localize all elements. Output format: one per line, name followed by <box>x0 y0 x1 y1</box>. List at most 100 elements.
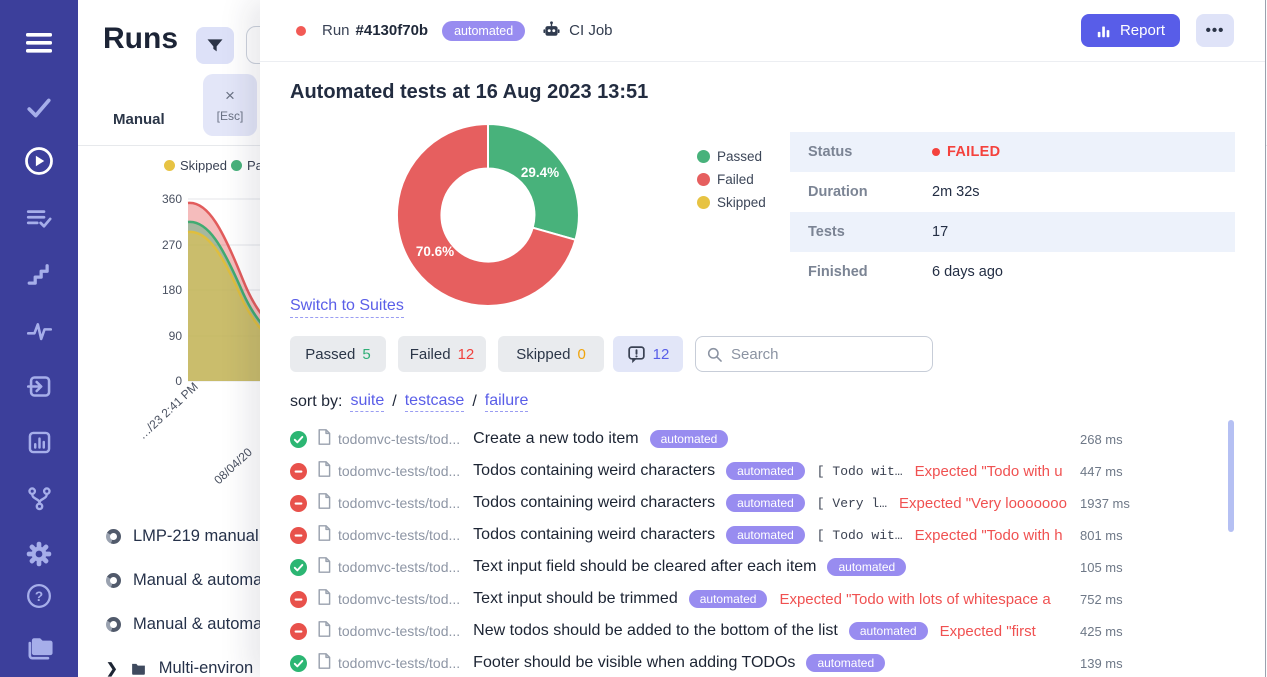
search-icon <box>707 347 722 362</box>
test-error[interactable]: Expected "Todo with h <box>914 526 1063 544</box>
test-title[interactable]: Todos containing weird characters <box>473 462 716 479</box>
filter-comments-button[interactable]: 12 <box>613 336 683 372</box>
test-duration: 752 ms <box>1080 591 1123 607</box>
search-box[interactable] <box>695 336 933 372</box>
passed-count: 5 <box>362 345 371 363</box>
page-title: Runs <box>103 22 178 55</box>
stat-row-status: Status FAILED <box>790 132 1235 172</box>
sort-by-testcase[interactable]: testcase <box>404 392 465 412</box>
comment-icon <box>627 345 645 363</box>
test-path: todomvc-tests/tod... <box>338 495 461 511</box>
test-path: todomvc-tests/tod... <box>338 655 461 671</box>
test-path: todomvc-tests/tod... <box>338 591 461 607</box>
filter-skipped-button[interactable]: Skipped 0 <box>498 336 604 372</box>
skipped-dot <box>164 160 175 171</box>
test-row[interactable]: todomvc-tests/tod... Text input field sh… <box>290 551 1138 583</box>
run-list-item[interactable]: LMP-219 manual te <box>106 523 277 549</box>
check-icon[interactable] <box>24 93 54 123</box>
close-icon[interactable]: × <box>225 86 235 105</box>
help-circle-icon[interactable]: ? <box>24 581 54 611</box>
folder-list-item[interactable]: ❯ Multi-environ <box>106 655 253 677</box>
close-drawer-button[interactable]: × [Esc] <box>203 74 257 136</box>
test-row[interactable]: todomvc-tests/tod... Text input should b… <box>290 583 1138 615</box>
list-check-icon[interactable] <box>24 204 54 234</box>
run-list-item[interactable]: Manual & automa <box>106 567 262 593</box>
test-title[interactable]: Create a new todo item <box>473 430 639 447</box>
file-icon <box>316 556 332 579</box>
test-row[interactable]: todomvc-tests/tod... New todos should be… <box>290 615 1138 647</box>
test-duration: 139 ms <box>1080 655 1123 671</box>
filter-button[interactable] <box>196 27 234 64</box>
test-error[interactable]: Expected "Todo with u <box>914 462 1063 480</box>
test-title[interactable]: New todos should be added to the bottom … <box>473 622 838 639</box>
steps-icon[interactable] <box>24 260 54 290</box>
switch-to-suites-link[interactable]: Switch to Suites <box>290 297 404 318</box>
test-row[interactable]: todomvc-tests/tod... Footer should be vi… <box>290 647 1138 677</box>
robot-icon <box>543 21 560 36</box>
ci-job-label: CI Job <box>569 22 613 39</box>
file-icon <box>316 652 332 675</box>
search-input[interactable] <box>731 345 922 363</box>
svg-text:90: 90 <box>169 329 183 343</box>
test-title[interactable]: Text input should be trimmed <box>473 590 678 607</box>
test-title[interactable]: Todos containing weird characters <box>473 494 716 511</box>
run-list-item[interactable]: Manual & automa <box>106 611 262 637</box>
test-path: todomvc-tests/tod... <box>338 463 461 479</box>
test-title[interactable]: Text input field should be cleared after… <box>473 558 817 575</box>
file-icon <box>316 620 332 643</box>
tab-manual[interactable]: Manual <box>113 111 165 128</box>
sidebar: ? <box>0 0 78 677</box>
test-row[interactable]: todomvc-tests/tod... Todos containing we… <box>290 455 1138 487</box>
run-label: Run <box>322 22 350 39</box>
bar-chart-icon[interactable] <box>24 427 54 457</box>
test-title[interactable]: Footer should be visible when adding TOD… <box>473 654 796 671</box>
report-button[interactable]: Report <box>1080 14 1180 47</box>
run-details-title: Automated tests at 16 Aug 2023 13:51 <box>290 81 649 103</box>
run-details-drawer: Run #4130f70b automated CI Job Report ••… <box>260 0 1265 677</box>
sort-by-suite[interactable]: suite <box>350 392 385 412</box>
test-duration: 105 ms <box>1080 559 1123 575</box>
automated-badge: automated <box>649 430 729 448</box>
failed-status-icon <box>290 462 307 480</box>
folder-icon[interactable] <box>24 633 54 663</box>
passed-dot <box>697 150 710 163</box>
stat-row-tests: Tests 17 <box>790 212 1235 252</box>
test-title[interactable]: Todos containing weird characters <box>473 526 716 543</box>
test-error[interactable]: Expected "Very looooooo <box>899 494 1067 512</box>
failed-dot <box>932 148 940 156</box>
svg-text:?: ? <box>35 589 43 604</box>
automated-badge: automated <box>688 590 768 608</box>
test-row[interactable]: todomvc-tests/tod... Todos containing we… <box>290 487 1138 519</box>
settings-gear-icon[interactable] <box>24 539 54 569</box>
test-note: [ Todo wit… <box>816 463 903 479</box>
run-header: Run #4130f70b automated CI Job Report ••… <box>260 0 1265 62</box>
play-circle-icon[interactable] <box>24 146 54 176</box>
report-chart-icon <box>1097 26 1110 37</box>
activity-icon[interactable] <box>24 315 54 345</box>
git-branch-icon[interactable] <box>24 483 54 513</box>
stat-row-duration: Duration 2m 32s <box>808 184 980 200</box>
file-icon <box>316 492 332 515</box>
sign-in-icon[interactable] <box>24 371 54 401</box>
test-row[interactable]: todomvc-tests/tod... Create a new todo i… <box>290 423 1138 455</box>
svg-text:270: 270 <box>162 238 182 252</box>
menu-icon[interactable] <box>24 28 54 58</box>
file-icon <box>316 524 332 547</box>
legend-passed: Passed <box>717 149 763 164</box>
scrollbar-thumb[interactable] <box>1228 420 1234 532</box>
chevron-right-icon[interactable]: ❯ <box>106 659 118 676</box>
filter-failed-button[interactable]: Failed 12 <box>398 336 486 372</box>
test-row[interactable]: todomvc-tests/tod... Todos containing we… <box>290 519 1138 551</box>
status-badge: FAILED <box>947 144 1001 160</box>
test-duration: 1937 ms <box>1080 495 1130 511</box>
run-pie-icon <box>106 528 121 544</box>
results-donut-chart: 29.4% 70.6% <box>395 122 580 307</box>
test-duration: 268 ms <box>1080 431 1123 447</box>
test-error[interactable]: Expected "Todo with lots of whitespace a <box>779 590 1051 608</box>
run-pie-icon <box>106 572 121 588</box>
test-error[interactable]: Expected "first <box>939 622 1036 640</box>
filter-passed-button[interactable]: Passed 5 <box>290 336 386 372</box>
more-options-button[interactable]: ••• <box>1196 14 1234 47</box>
sort-by-failure[interactable]: failure <box>484 392 529 412</box>
